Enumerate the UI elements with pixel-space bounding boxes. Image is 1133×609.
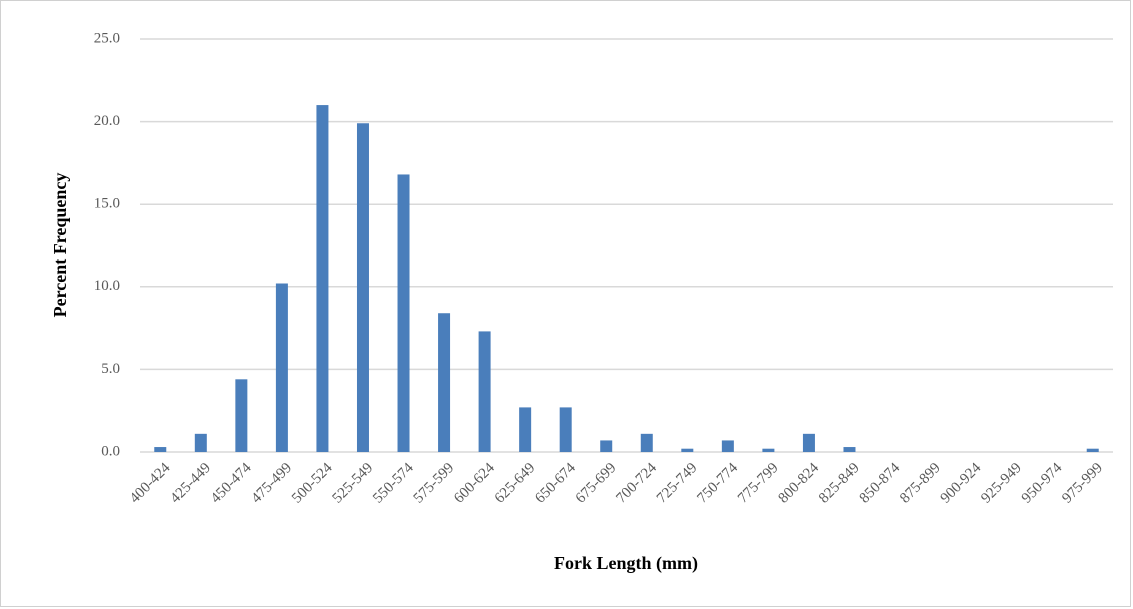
y-tick-label: 20.0 xyxy=(94,113,120,129)
bar xyxy=(356,123,369,452)
y-axis-title: Percent Frequency xyxy=(50,173,70,318)
bar xyxy=(600,440,613,452)
y-tick-label: 0.0 xyxy=(101,443,120,459)
bar xyxy=(802,433,815,452)
bar xyxy=(681,448,694,452)
bar xyxy=(721,440,734,452)
bar xyxy=(559,407,572,452)
bar xyxy=(762,448,775,452)
bar xyxy=(316,105,329,452)
bar xyxy=(640,433,653,452)
bar xyxy=(235,379,248,452)
bar xyxy=(397,174,410,453)
y-tick-label: 15.0 xyxy=(94,196,120,212)
bar xyxy=(194,433,207,452)
bar xyxy=(1086,448,1099,452)
bar xyxy=(438,313,451,452)
x-axis-title: Fork Length (mm) xyxy=(554,553,698,574)
bar xyxy=(843,447,856,452)
y-tick-label: 10.0 xyxy=(94,278,120,294)
y-tick-label: 5.0 xyxy=(101,361,120,377)
bar xyxy=(478,331,491,452)
bar xyxy=(275,283,288,452)
bar xyxy=(154,447,167,452)
bar xyxy=(519,407,532,452)
y-tick-label: 25.0 xyxy=(94,30,120,46)
